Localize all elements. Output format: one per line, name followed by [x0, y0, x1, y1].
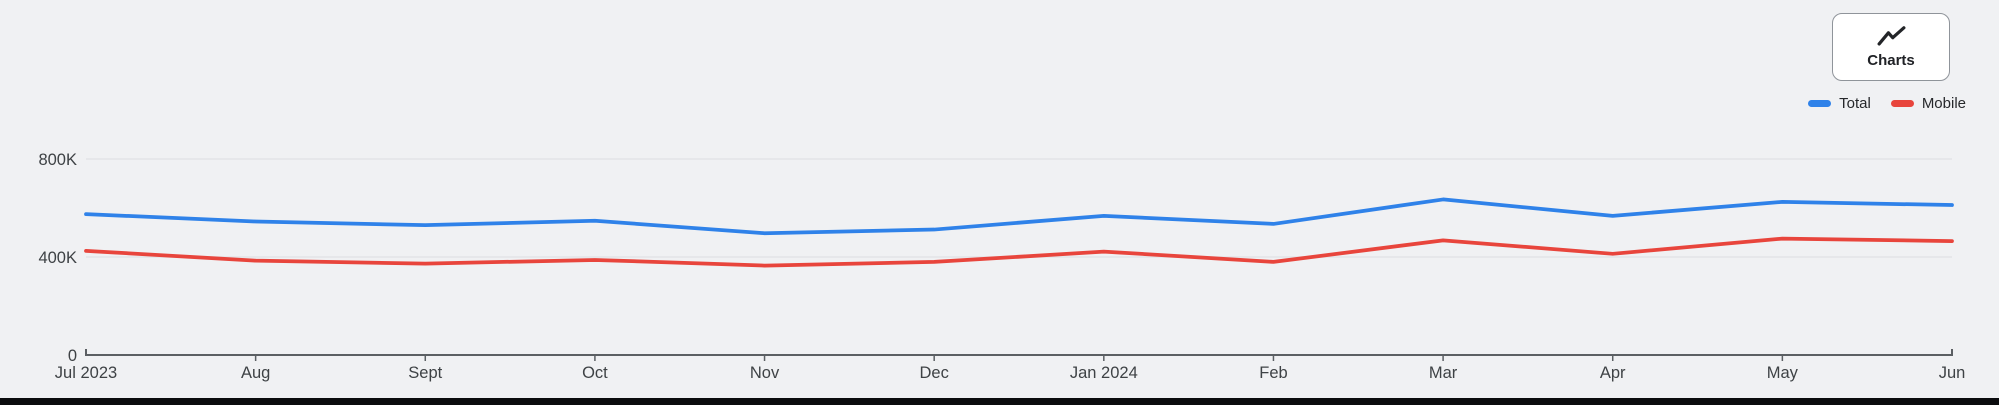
x-axis-tick-label: Jun — [1939, 364, 1966, 382]
bottom-window-edge — [0, 398, 1999, 405]
x-axis-tick-label: Apr — [1600, 364, 1626, 382]
x-axis-tick-label: Jan 2024 — [1070, 364, 1138, 382]
x-axis-tick-label: Feb — [1259, 364, 1287, 382]
mobile-series-swatch — [1890, 100, 1914, 107]
x-axis-tick-label: Aug — [241, 364, 270, 382]
x-axis-tick-label: Mar — [1429, 364, 1458, 382]
x-axis-tick-label: Oct — [582, 364, 608, 382]
y-axis-tick-label: 400K — [38, 249, 77, 267]
legend-label-total: Total — [1839, 95, 1871, 112]
x-axis-tick-label: Sept — [408, 364, 442, 382]
x-axis-tick-label: Nov — [750, 364, 780, 382]
chart-legend: Total Mobile — [1808, 95, 1966, 112]
mobile-series-line[interactable] — [84, 236, 1954, 268]
x-axis-tick-label: Dec — [920, 364, 949, 382]
total-series-line[interactable] — [84, 197, 1954, 236]
x-axis-tick-label: May — [1767, 364, 1799, 382]
legend-label-mobile: Mobile — [1921, 95, 1966, 112]
legend-item-mobile[interactable]: Mobile — [1890, 95, 1966, 112]
charts-button[interactable]: Charts — [1832, 13, 1950, 81]
line-chart-icon — [1877, 25, 1905, 46]
legend-item-total[interactable]: Total — [1808, 95, 1871, 112]
x-axis-tick-label: Jul 2023 — [55, 364, 117, 382]
y-axis-tick-label: 800K — [38, 151, 77, 169]
y-axis-tick-label: 0 — [68, 347, 77, 365]
total-series-swatch — [1808, 100, 1832, 107]
charts-button-label: Charts — [1867, 51, 1915, 69]
